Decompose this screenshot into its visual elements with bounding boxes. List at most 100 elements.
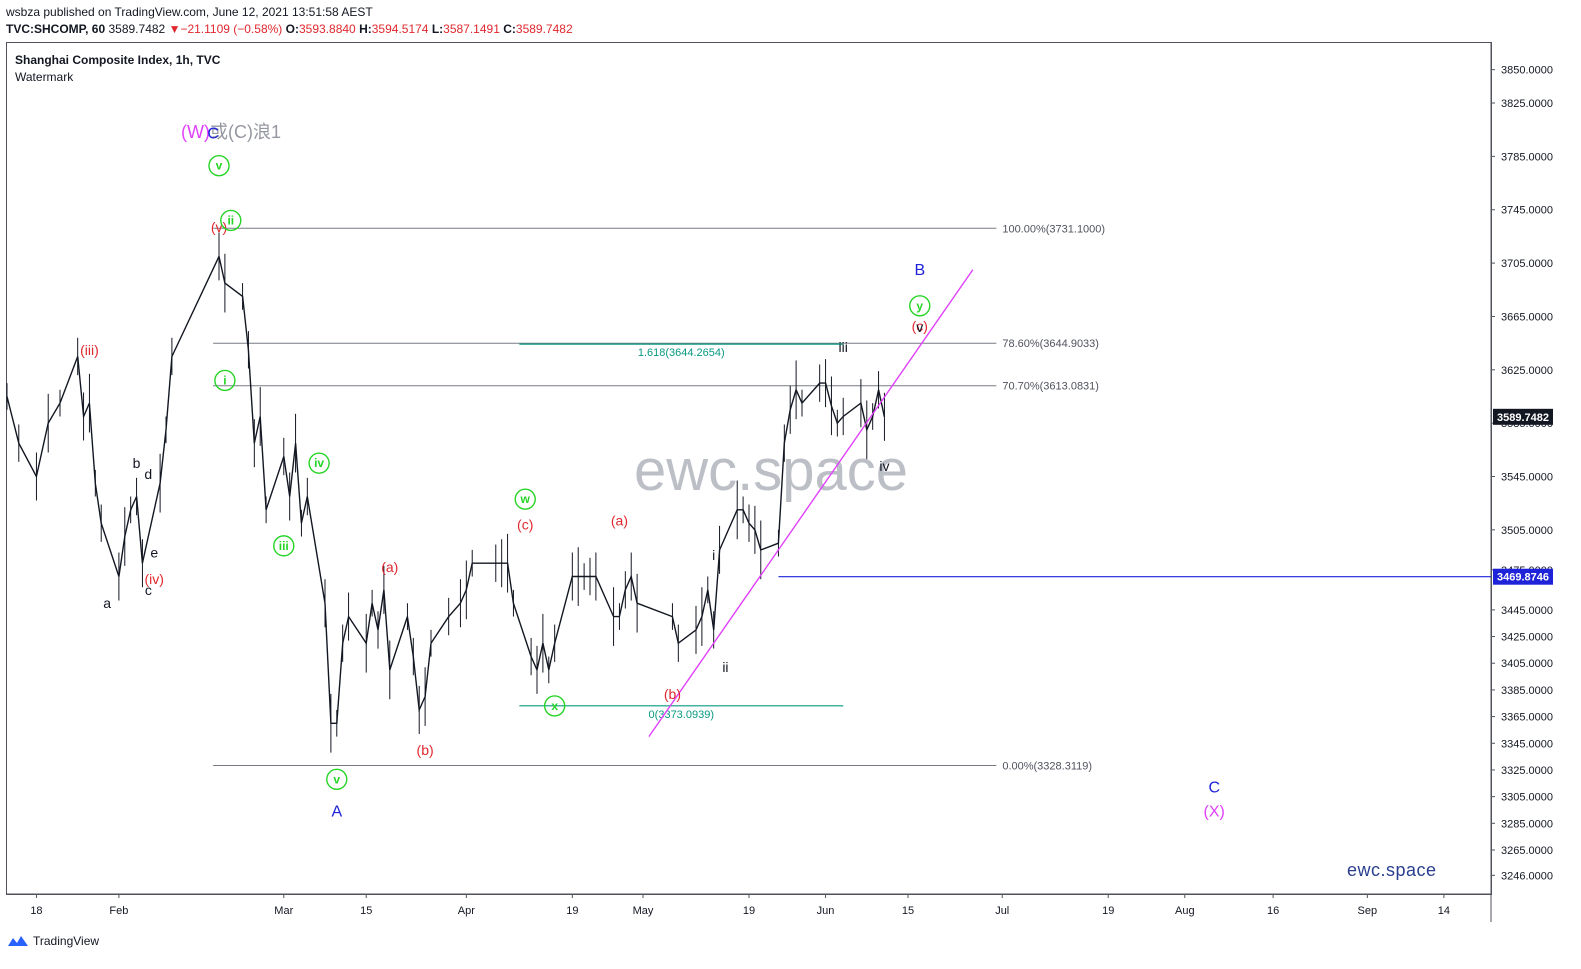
wave-label: v [216, 159, 223, 173]
x-tick-label: 15 [360, 905, 372, 917]
footer-logo[interactable]: TradingView [7, 934, 99, 948]
wave-label: (iii) [80, 342, 99, 358]
y-tick-label: 3246.0000 [1501, 870, 1553, 882]
wave-label: (a) [381, 559, 398, 575]
wave-label: v [333, 772, 340, 786]
y-tick-label: 3505.0000 [1501, 525, 1553, 537]
wave-label: (X) [1204, 803, 1225, 820]
x-tick-label: Jun [817, 905, 835, 917]
fib-extension-label: 0(3373.0939) [649, 709, 714, 721]
fib-level-label: 78.60%(3644.9033) [1002, 338, 1099, 350]
wave-label: iv [879, 458, 889, 474]
wave-label: (c) [517, 517, 533, 533]
high-label: H: [359, 22, 372, 36]
close-label: C: [503, 22, 516, 36]
y-tick-label: 3705.0000 [1501, 258, 1553, 270]
y-tick-label: 3745.0000 [1501, 205, 1553, 217]
change-down-icon: ▼ [168, 22, 181, 36]
x-tick-label: Apr [458, 905, 475, 917]
y-tick-label: 3850.0000 [1501, 65, 1553, 77]
wave-label: d [144, 466, 152, 482]
y-tick-label: 3825.0000 [1501, 98, 1553, 110]
wave-note: (W)或(C)浪1 [181, 118, 281, 144]
wave-label-circle [214, 369, 236, 392]
x-tick-label: Jul [995, 905, 1009, 917]
x-tick-label: 19 [566, 905, 578, 917]
y-tick-label: 3385.0000 [1501, 685, 1553, 697]
x-tick-label: 14 [1438, 905, 1450, 917]
wave-label: i [223, 373, 226, 387]
y-tick-label: 3345.0000 [1501, 738, 1553, 750]
wave-label: iii [279, 539, 289, 553]
wave-label: b [133, 455, 141, 471]
wave-note-w: (W) [181, 122, 210, 142]
wave-label-circle [208, 155, 230, 177]
x-tick-label: 18 [30, 905, 42, 917]
fib-extension-label: 1.618(3644.2654) [638, 347, 725, 359]
wave-label-circle [326, 768, 348, 790]
wave-label: y [916, 299, 923, 313]
wave-label: C [207, 126, 219, 143]
trendline [648, 269, 974, 738]
high-value: 3594.5174 [371, 22, 429, 36]
wave-label: c [145, 582, 152, 598]
publish-info: wsbza published on TradingView.com, June… [6, 5, 373, 19]
wave-label-circle [543, 695, 566, 717]
wave-label: (b) [664, 686, 681, 702]
last-price-label: 3589.7482 [1497, 412, 1549, 424]
last-price-tag [1493, 408, 1553, 425]
y-tick-label: 3265.0000 [1501, 845, 1553, 857]
wave-label-circle [273, 535, 295, 557]
wave-label: iii [839, 339, 848, 355]
wave-label: A [331, 803, 342, 820]
wave-label: w [520, 492, 531, 506]
y-tick-label: 3545.0000 [1501, 472, 1553, 484]
wave-label: (b) [417, 742, 434, 758]
support-price-tag [1493, 568, 1553, 585]
watermark: ewc.space [634, 438, 909, 503]
y-tick-label: 3665.0000 [1501, 311, 1553, 323]
wave-label: e [150, 545, 158, 561]
x-tick-label: 19 [1102, 905, 1114, 917]
close-value: 3589.7482 [515, 22, 573, 36]
y-tick-label: 3405.0000 [1501, 658, 1553, 670]
open-label: O: [285, 22, 299, 36]
wave-label: ii [227, 213, 234, 227]
x-tick-label: 15 [902, 905, 914, 917]
last-price: 3589.7482 [108, 22, 166, 36]
wave-label: (v) [211, 219, 227, 235]
x-tick-label: Mar [274, 905, 293, 917]
fib-level-label: 70.70%(3613.0831) [1002, 381, 1099, 393]
legend-subtitle: Watermark [15, 70, 74, 84]
wave-label: ii [722, 659, 728, 675]
x-tick-label: Feb [109, 905, 128, 917]
y-tick-label: 3285.0000 [1501, 818, 1553, 830]
y-tick-label: 3785.0000 [1501, 151, 1553, 163]
y-tick-label: 3425.0000 [1501, 632, 1553, 644]
wave-label: iv [314, 456, 324, 470]
low-value: 3587.1491 [443, 22, 500, 36]
x-tick-label: May [633, 905, 654, 917]
price-line [6, 254, 886, 724]
y-tick-label: 3325.0000 [1501, 765, 1553, 777]
wave-label: C [1208, 779, 1220, 796]
x-tick-label: Sep [1358, 905, 1378, 917]
wave-label: i [712, 547, 715, 563]
symbol-name: TVC:SHCOMP, 60 [6, 22, 106, 36]
wave-label: B [914, 262, 925, 279]
wave-label: (a) [611, 513, 628, 529]
y-tick-label: 3625.0000 [1501, 365, 1553, 377]
wave-label-circle [308, 452, 330, 474]
wave-label: v [916, 319, 923, 335]
y-tick-label: 3305.0000 [1501, 792, 1553, 804]
tradingview-logo-icon [8, 936, 28, 946]
support-price-label: 3469.8746 [1497, 572, 1549, 584]
x-tick-label: 19 [743, 905, 755, 917]
footer-logo-text: TradingView [33, 934, 100, 948]
y-tick-label: 3445.0000 [1501, 605, 1553, 617]
wave-label: x [551, 699, 558, 713]
legend-title: Shanghai Composite Index, 1h, TVC [15, 53, 221, 67]
wave-label: (iv) [145, 571, 164, 587]
y-tick-label: 3365.0000 [1501, 712, 1553, 724]
